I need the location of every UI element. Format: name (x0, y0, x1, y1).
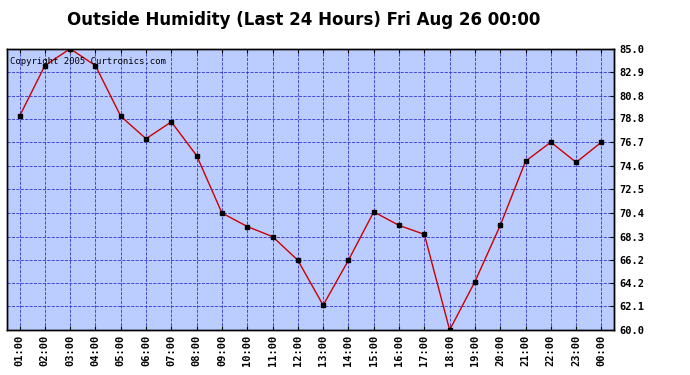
Text: Copyright 2005 Curtronics.com: Copyright 2005 Curtronics.com (10, 57, 166, 66)
Text: Outside Humidity (Last 24 Hours) Fri Aug 26 00:00: Outside Humidity (Last 24 Hours) Fri Aug… (67, 11, 540, 29)
